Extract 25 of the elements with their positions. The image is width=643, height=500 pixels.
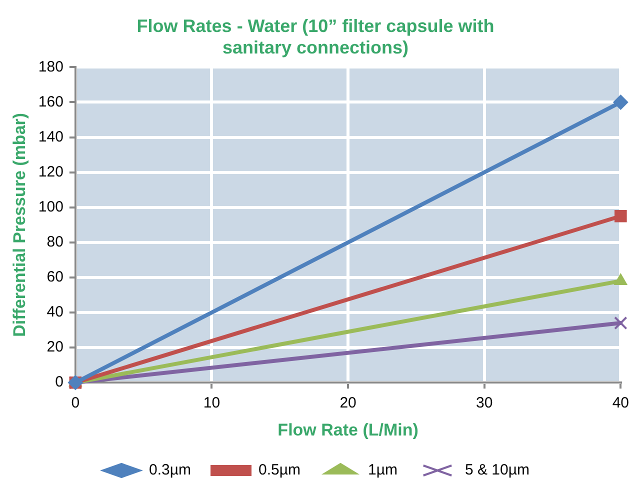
y-tick-label: 60 (46, 268, 64, 286)
x-axis-title: Flow Rate (L/Min) (278, 420, 418, 440)
y-axis-title: Differential Pressure (mbar) (10, 112, 29, 337)
y-tick-label: 80 (46, 234, 64, 251)
point (614, 210, 627, 222)
x-tick-label: 40 (612, 394, 629, 412)
y-tick-label: 0 (55, 374, 64, 391)
y-tick-label: 140 (38, 128, 64, 146)
y-tick-label: 120 (38, 163, 64, 180)
legend-label: 1µm (368, 462, 398, 479)
y-tick-label: 100 (38, 198, 64, 216)
x-tick-label: 0 (71, 394, 80, 412)
x-tick-label: 20 (340, 394, 356, 412)
y-tick-label: 20 (46, 338, 64, 356)
legend-label: 0.5µm (258, 462, 301, 479)
legend-label: 0.3µm (149, 462, 192, 479)
chart-title: Flow Rates - Water (10” filter capsule with sanitary connections) (136, 16, 494, 58)
y-tick-label: 160 (38, 93, 64, 110)
point (613, 94, 628, 110)
legend-label: 5 & 10µm (464, 462, 530, 479)
y-tick-label: 40 (46, 304, 64, 321)
y-tick-label: 180 (38, 58, 64, 76)
point (614, 316, 628, 330)
x-tick-label: 30 (476, 394, 493, 412)
x-tick-label: 10 (203, 394, 220, 412)
